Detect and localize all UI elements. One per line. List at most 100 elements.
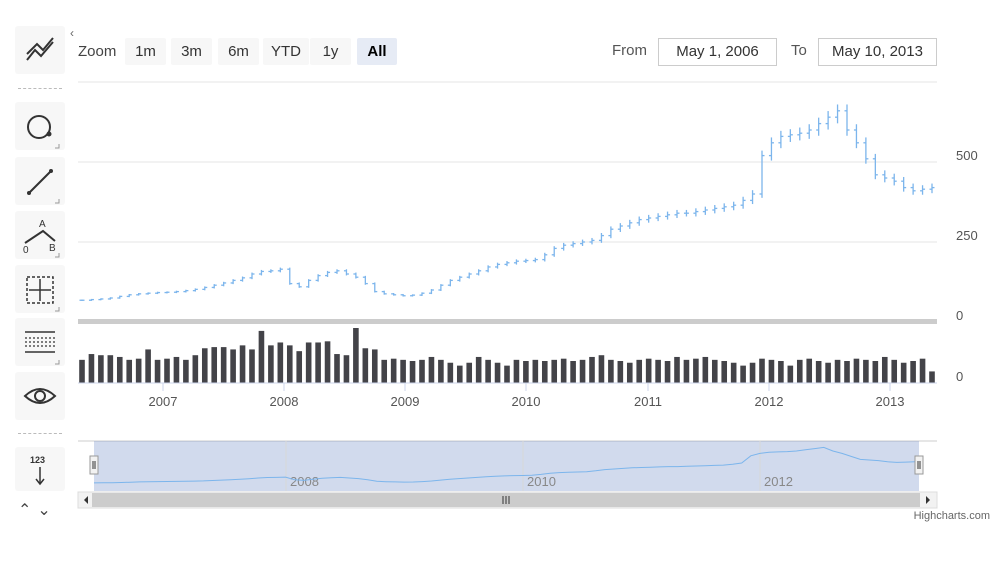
ohlc-point: [428, 289, 434, 295]
ohlc-point: [155, 291, 161, 295]
volume-bar: [230, 349, 236, 383]
toggle-annotations-icon: [23, 388, 57, 404]
price-tick-label: 500: [956, 148, 978, 163]
zoom-3m-button[interactable]: 3m: [171, 38, 212, 65]
scroll-down-icon[interactable]: ⌄: [37, 502, 57, 519]
horizontal-lines-button[interactable]: [15, 318, 65, 366]
ohlc-point: [410, 294, 416, 297]
volume-bar: [419, 359, 425, 383]
volume-bar: [844, 361, 850, 383]
collapse-toolbar-icon[interactable]: ‹: [70, 26, 74, 40]
ohlc-point: [221, 281, 227, 287]
wave-label-b: B: [49, 243, 56, 254]
from-date-input[interactable]: May 1, 2006: [658, 38, 777, 66]
volume-bar: [164, 358, 170, 383]
zoom-ytd-button[interactable]: YTD: [263, 38, 309, 65]
volume-bar: [749, 362, 756, 383]
ohlc-point: [551, 246, 557, 257]
toolbar-scroll-arrows: ⌃⌄: [18, 500, 57, 520]
ohlc-point: [750, 190, 756, 205]
volume-bar: [541, 361, 548, 383]
ohlc-point: [164, 291, 170, 294]
stock-tools-toolbar: A 0 B 123 ‹ ⌃⌄: [0, 0, 76, 563]
volume-bar: [929, 371, 935, 383]
credits-link[interactable]: Highcharts.com: [913, 510, 990, 522]
volume-bar: [608, 359, 614, 383]
ohlc-point: [721, 203, 727, 212]
ohlc-point: [580, 239, 586, 246]
volume-bar: [126, 359, 133, 383]
ohlc-point: [466, 272, 472, 279]
zoom-1m-button[interactable]: 1m: [125, 38, 166, 65]
ohlc-point: [268, 269, 274, 273]
ohlc-point: [570, 241, 576, 248]
zoom-6m-button[interactable]: 6m: [218, 38, 259, 65]
scroll-right-icon: [926, 496, 930, 504]
toggle-annotations-button[interactable]: [15, 372, 65, 420]
zoom-all-button[interactable]: All: [357, 38, 397, 65]
measure-button[interactable]: [15, 265, 65, 313]
ohlc-point: [183, 289, 189, 293]
volume-bar: [438, 359, 444, 383]
volume-bar: [711, 359, 718, 383]
ohlc-point: [117, 295, 123, 299]
ohlc-point: [504, 261, 510, 267]
volume-bar: [891, 359, 898, 383]
volume-bar: [324, 341, 331, 383]
volume-bar: [79, 359, 85, 383]
ohlc-point: [655, 213, 661, 222]
zoom-label: Zoom: [78, 43, 117, 60]
volume-bar: [513, 359, 520, 383]
volume-bar: [900, 362, 907, 383]
indicators-button[interactable]: [15, 26, 65, 74]
ohlc-point: [542, 252, 548, 262]
price-indicator-label: 123: [30, 455, 45, 465]
ohlc-point: [627, 219, 633, 229]
line-segment-icon: [27, 169, 60, 204]
volume-bar: [664, 361, 671, 383]
ohlc-point: [816, 117, 822, 136]
volume-bar: [239, 345, 246, 383]
ohlc-point: [306, 279, 312, 288]
volume-bar: [853, 358, 860, 383]
ohlc-point: [646, 214, 652, 223]
line-segment-button[interactable]: [15, 157, 65, 205]
ohlc-point: [910, 183, 916, 195]
scroll-up-icon[interactable]: ⌃: [18, 502, 38, 519]
ohlc-point: [768, 137, 774, 161]
ohlc-point: [362, 275, 368, 285]
volume-bar: [135, 358, 142, 383]
volume-bar: [919, 358, 926, 383]
x-tick-label: 2012: [755, 394, 784, 409]
ohlc-point: [872, 153, 878, 180]
horizontal-lines-icon: [25, 331, 60, 365]
ohlc-point: [683, 209, 689, 217]
circle-annotation-button[interactable]: [15, 102, 65, 150]
x-tick-label: 2013: [876, 394, 905, 409]
ohlc-point: [325, 270, 331, 277]
navigator-label: 2012: [764, 474, 793, 489]
volume-bar: [532, 359, 539, 383]
ohlc-point: [202, 286, 208, 291]
ohlc-point: [523, 258, 529, 264]
ohlc-point: [532, 257, 538, 263]
to-label: To: [791, 42, 807, 59]
volume-bar: [560, 358, 567, 383]
volume-bar: [872, 361, 879, 383]
ohlc-point: [589, 237, 595, 245]
ohlc-point: [561, 242, 567, 251]
current-price-indicator-button[interactable]: 123: [15, 447, 65, 491]
ohlc-point: [391, 292, 397, 296]
ohlc-point: [485, 265, 491, 273]
to-date-input[interactable]: May 10, 2013: [818, 38, 937, 66]
ohlc-point: [513, 259, 519, 265]
volume-bar: [456, 365, 463, 383]
volume-tick-label: 0: [956, 369, 963, 384]
volume-bar: [523, 361, 529, 383]
ohlc-point: [674, 209, 680, 219]
ohlc-point: [400, 293, 406, 297]
ohlc-point: [457, 275, 463, 282]
elliott-wave-button[interactable]: A 0 B: [15, 211, 65, 259]
zoom-1y-button[interactable]: 1y: [310, 38, 351, 65]
ohlc-point: [372, 282, 378, 293]
